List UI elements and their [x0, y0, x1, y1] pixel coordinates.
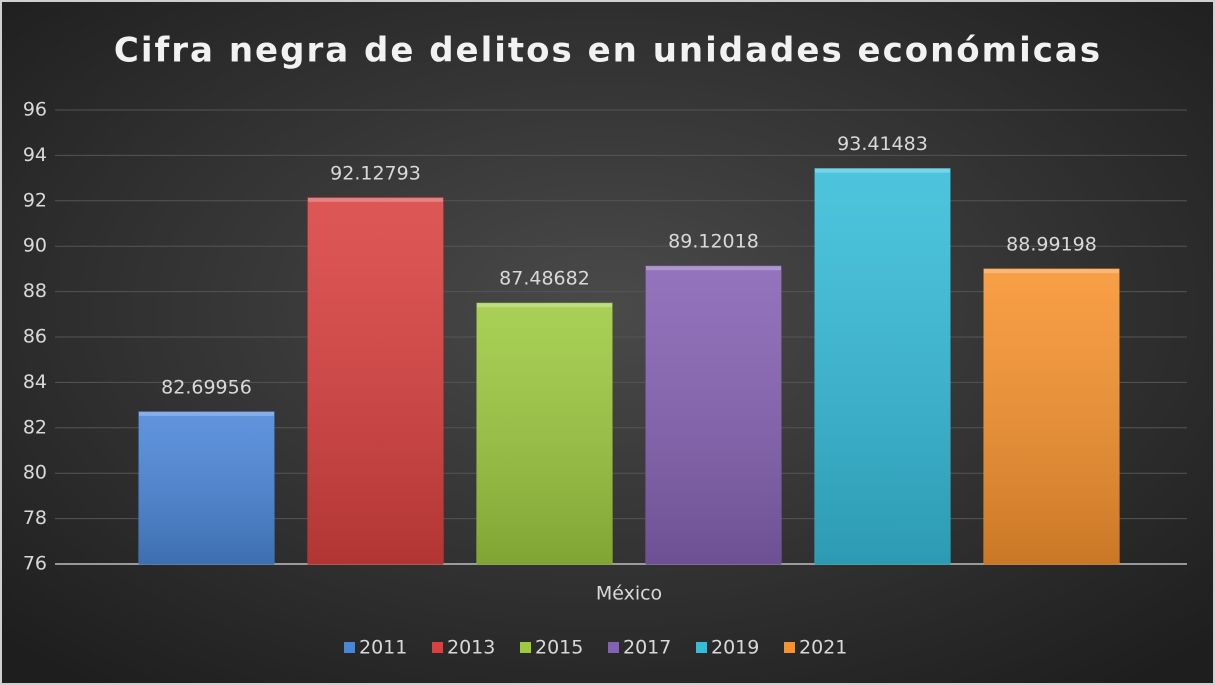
- legend-swatch: [344, 642, 355, 653]
- legend-label: 2013: [447, 637, 495, 659]
- bar-top: [139, 411, 274, 416]
- y-tick-label: 76: [23, 553, 47, 575]
- y-tick-label: 84: [23, 371, 47, 393]
- bar-top: [984, 269, 1119, 274]
- y-tick-label: 90: [23, 235, 47, 257]
- x-tick-label: México: [596, 583, 662, 605]
- bar-shade: [139, 411, 274, 564]
- bar-shade: [984, 269, 1119, 564]
- legend-label: 2017: [623, 637, 671, 659]
- legend-label: 2015: [535, 637, 583, 659]
- data-label: 82.69956: [161, 376, 252, 398]
- data-label: 88.99198: [1006, 234, 1097, 256]
- legend-swatch: [608, 642, 619, 653]
- legend-label: 2019: [711, 637, 759, 659]
- y-tick-label: 82: [23, 416, 47, 438]
- bar-shade: [815, 168, 950, 565]
- legend-label: 2011: [359, 637, 407, 659]
- bar-shade: [477, 303, 612, 564]
- bar-top: [815, 168, 950, 173]
- bar-shade: [646, 266, 781, 564]
- data-label: 87.48682: [499, 268, 590, 290]
- y-tick-label: 86: [23, 326, 47, 348]
- legend-swatch: [784, 642, 795, 653]
- y-tick-label: 78: [23, 507, 47, 529]
- y-tick-label: 80: [23, 462, 47, 484]
- legend-swatch: [520, 642, 531, 653]
- legend-swatch: [432, 642, 443, 653]
- chart-title: Cifra negra de delitos en unidades econó…: [114, 31, 1102, 71]
- bar-top: [308, 197, 443, 202]
- bar-shade: [308, 197, 443, 564]
- data-label: 92.12793: [330, 162, 421, 184]
- bar-top: [646, 266, 781, 271]
- y-tick-label: 94: [23, 144, 47, 166]
- data-label: 93.41483: [837, 133, 928, 155]
- y-tick-label: 96: [23, 99, 47, 121]
- y-tick-label: 88: [23, 280, 47, 302]
- y-tick-label: 92: [23, 189, 47, 211]
- legend-swatch: [696, 642, 707, 653]
- bar-top: [477, 303, 612, 308]
- data-label: 89.12018: [668, 231, 759, 253]
- legend-label: 2021: [799, 637, 847, 659]
